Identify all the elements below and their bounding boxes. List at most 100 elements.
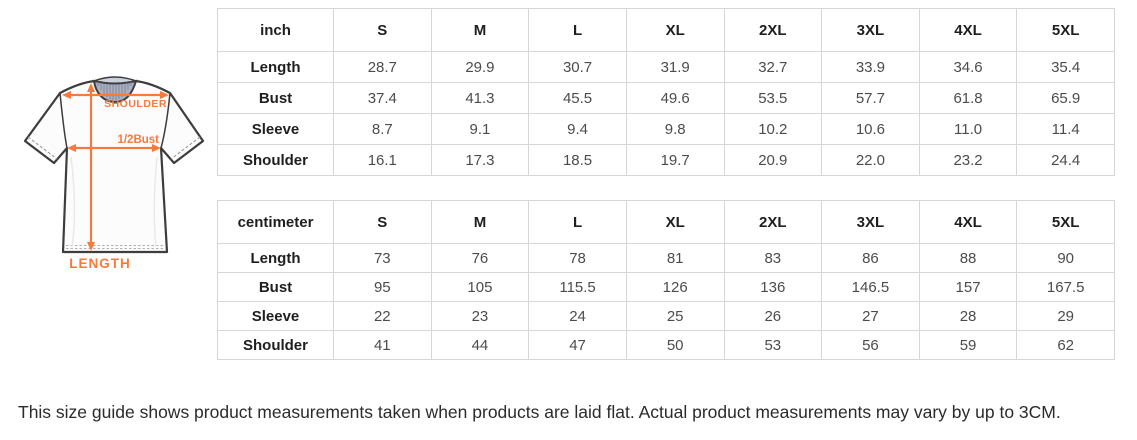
size-header-s: S [333, 200, 432, 244]
row-label: Shoulder [217, 330, 334, 360]
cell-value: 24 [528, 301, 627, 331]
row-label: Bust [217, 272, 334, 302]
cell-value: 25 [625, 301, 725, 331]
size-header-4xl: 4XL [918, 8, 1018, 52]
cell-value: 18.5 [528, 144, 627, 176]
cell-value: 33.9 [821, 51, 920, 83]
cell-value: 35.4 [1016, 51, 1115, 83]
cell-value: 11.0 [918, 113, 1018, 145]
cell-value: 8.7 [333, 113, 432, 145]
cell-value: 23.2 [918, 144, 1018, 176]
cell-value: 29.9 [430, 51, 530, 83]
cell-value: 9.8 [625, 113, 725, 145]
cell-value: 44 [430, 330, 530, 360]
cell-value: 78 [528, 243, 627, 273]
cell-value: 23 [430, 301, 530, 331]
cell-value: 115.5 [528, 272, 627, 302]
cell-value: 22 [333, 301, 432, 331]
size-header-xl: XL [625, 200, 725, 244]
cell-value: 61.8 [918, 82, 1018, 114]
unit-header: centimeter [217, 200, 334, 244]
cell-value: 59 [918, 330, 1018, 360]
size-header-m: M [430, 8, 530, 52]
row-label: Bust [217, 82, 334, 114]
cell-value: 10.2 [723, 113, 823, 145]
right-cuff-stitch [170, 136, 201, 160]
cell-value: 28.7 [333, 51, 432, 83]
cell-value: 41 [333, 330, 432, 360]
size-header-l: L [528, 8, 627, 52]
cell-value: 34.6 [918, 51, 1018, 83]
row-label: Shoulder [217, 144, 334, 176]
cell-value: 57.7 [821, 82, 920, 114]
cell-value: 81 [625, 243, 725, 273]
cell-value: 83 [723, 243, 823, 273]
cell-value: 73 [333, 243, 432, 273]
cell-value: 32.7 [723, 51, 823, 83]
half-bust-arrow [67, 144, 161, 152]
size-header-2xl: 2XL [723, 200, 823, 244]
unit-header: inch [217, 8, 334, 52]
size-guide-note: This size guide shows product measuremen… [18, 402, 1061, 422]
cell-value: 136 [723, 272, 823, 302]
size-header-5xl: 5XL [1016, 8, 1115, 52]
cell-value: 47 [528, 330, 627, 360]
cell-value: 88 [918, 243, 1018, 273]
cell-value: 27 [821, 301, 920, 331]
cell-value: 157 [918, 272, 1018, 302]
cell-value: 90 [1016, 243, 1115, 273]
crease-line [70, 156, 76, 248]
centimeter-size-table: centimeter S M L XL 2XL 3XL 4XL 5XL Length 73 76 78… [217, 200, 1115, 360]
row-label: Length [217, 243, 334, 273]
shoulder-arrow [62, 91, 169, 99]
cm-table-header-row: centimeter S M L XL 2XL 3XL 4XL 5XL [217, 200, 1115, 244]
row-label: Sleeve [217, 301, 334, 331]
size-header-5xl: 5XL [1016, 200, 1115, 244]
row-label: Sleeve [217, 113, 334, 145]
cell-value: 29 [1016, 301, 1115, 331]
table-row-length: Length 73 76 78 81 83 86 88 90 [217, 243, 1115, 273]
cell-value: 26 [723, 301, 823, 331]
cell-value: 19.7 [625, 144, 725, 176]
inch-table-header-row: inch S M L XL 2XL 3XL 4XL 5XL [217, 8, 1115, 52]
size-header-3xl: 3XL [821, 8, 920, 52]
cell-value: 86 [821, 243, 920, 273]
cell-value: 30.7 [528, 51, 627, 83]
cell-value: 50 [625, 330, 725, 360]
table-row-shoulder: Shoulder 16.1 17.3 18.5 19.7 20.9 22.0 23.2 24.4 [217, 144, 1115, 176]
size-header-4xl: 4XL [918, 200, 1018, 244]
left-sleeve-seam [59, 92, 68, 149]
cell-value: 37.4 [333, 82, 432, 114]
cell-value: 76 [430, 243, 530, 273]
size-header-3xl: 3XL [821, 200, 920, 244]
half-bust-arrow-label: 1/2Bust [117, 134, 159, 146]
size-header-l: L [528, 200, 627, 244]
table-row-sleeve: Sleeve 22 23 24 25 26 27 28 29 [217, 301, 1115, 331]
table-row-length: Length 28.7 29.9 30.7 31.9 32.7 33.9 34.6 35.4 [217, 51, 1115, 83]
table-row-sleeve: Sleeve 8.7 9.1 9.4 9.8 10.2 10.6 11.0 11.4 [217, 113, 1115, 145]
length-arrow [87, 83, 95, 251]
cell-value: 16.1 [333, 144, 432, 176]
cell-value: 28 [918, 301, 1018, 331]
right-sleeve-seam [160, 92, 171, 149]
cell-value: 22.0 [821, 144, 920, 176]
shoulder-arrow-label: SHOULDER [104, 98, 167, 110]
table-row-bust: Bust 37.4 41.3 45.5 49.6 53.5 57.7 61.8 65.9 [217, 82, 1115, 114]
size-header-m: M [430, 200, 530, 244]
table-row-bust: Bust 95 105 115.5 126 136 146.5 157 167.5 [217, 272, 1115, 302]
tshirt-illustration: SHOULDER 1/2Bust LENGTH [23, 76, 205, 271]
cell-value: 24.4 [1016, 144, 1115, 176]
cell-value: 9.4 [528, 113, 627, 145]
cell-value: 105 [430, 272, 530, 302]
table-row-shoulder: Shoulder 41 44 47 50 53 56 59 62 [217, 330, 1115, 360]
cell-value: 31.9 [625, 51, 725, 83]
cell-value: 53 [723, 330, 823, 360]
row-label: Length [217, 51, 334, 83]
cell-value: 95 [333, 272, 432, 302]
cell-value: 146.5 [821, 272, 920, 302]
length-arrow-label: LENGTH [69, 256, 131, 271]
size-header-s: S [333, 8, 432, 52]
left-cuff-stitch [27, 136, 58, 160]
cell-value: 126 [625, 272, 725, 302]
size-header-2xl: 2XL [723, 8, 823, 52]
